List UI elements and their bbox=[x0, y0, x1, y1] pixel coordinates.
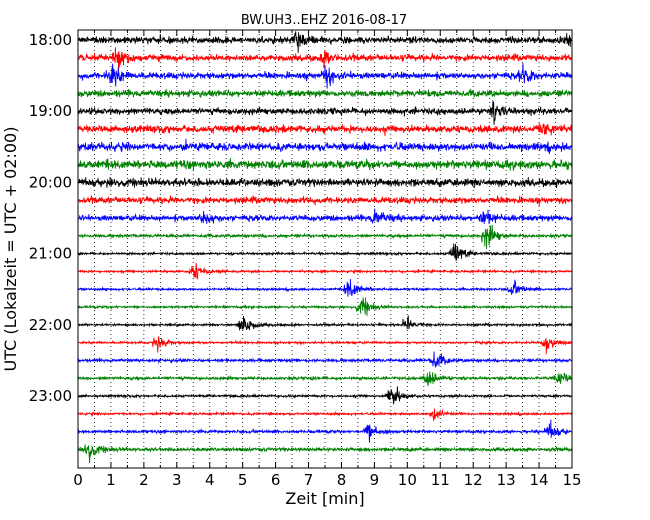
trace-2230 bbox=[77, 351, 573, 368]
trace-2115 bbox=[77, 262, 573, 280]
trace-1915 bbox=[77, 122, 573, 137]
x-tick-label: 3 bbox=[172, 471, 182, 489]
trace-1900 bbox=[77, 100, 573, 125]
x-tick-label: 13 bbox=[497, 471, 516, 489]
trace-1945 bbox=[77, 158, 573, 172]
x-axis-label: Zeit [min] bbox=[285, 489, 364, 508]
chart-title: BW.UH3..EHZ 2016-08-17 bbox=[241, 13, 407, 28]
trace-1800 bbox=[77, 31, 573, 53]
trace-2045 bbox=[77, 224, 573, 250]
x-tick-label: 1 bbox=[106, 471, 116, 489]
trace-1930 bbox=[77, 138, 573, 155]
trace-2015 bbox=[77, 195, 573, 206]
trace-1845 bbox=[77, 88, 573, 98]
x-tick-label: 15 bbox=[562, 471, 581, 489]
trace-group bbox=[77, 31, 573, 464]
trace-2145 bbox=[77, 297, 573, 316]
trace-2000 bbox=[77, 176, 573, 189]
x-axis: 0 1 2 3 4 5 6 7 8 9 10 11 12 13 14 15 bbox=[73, 30, 582, 489]
x-tick-label: 4 bbox=[205, 471, 215, 489]
x-tick-label: 7 bbox=[304, 471, 314, 489]
y-axis: 18:00 19:00 20:00 21:00 22:00 23:00 bbox=[29, 31, 572, 405]
x-tick-label: 5 bbox=[238, 471, 248, 489]
x-tick-label: 0 bbox=[73, 471, 83, 489]
x-tick-label: 10 bbox=[398, 471, 417, 489]
trace-2345 bbox=[77, 444, 573, 464]
trace-2130 bbox=[77, 278, 573, 297]
trace-2330 bbox=[77, 419, 573, 443]
trace-2315 bbox=[77, 408, 573, 421]
y-tick-label: 22:00 bbox=[29, 316, 72, 334]
trace-1830 bbox=[77, 63, 573, 89]
y-tick-label: 23:00 bbox=[29, 387, 72, 405]
x-tick-label: 2 bbox=[139, 471, 149, 489]
y-tick-label: 21:00 bbox=[29, 245, 72, 263]
y-tick-label: 18:00 bbox=[29, 31, 72, 49]
y-axis-label: UTC (Lokalzeit = UTC + 02:00) bbox=[1, 127, 20, 372]
trace-2200 bbox=[77, 314, 573, 331]
y-tick-label: 20:00 bbox=[29, 173, 72, 191]
x-tick-label: 14 bbox=[530, 471, 549, 489]
x-tick-label: 9 bbox=[370, 471, 380, 489]
x-tick-label: 12 bbox=[464, 471, 483, 489]
trace-2030 bbox=[77, 208, 573, 224]
x-tick-label: 8 bbox=[337, 471, 347, 489]
trace-2300 bbox=[77, 386, 573, 405]
y-tick-label: 19:00 bbox=[29, 102, 72, 120]
x-tick-label: 6 bbox=[271, 471, 281, 489]
trace-2215 bbox=[77, 336, 573, 355]
x-tick-label: 11 bbox=[431, 471, 450, 489]
trace-2100 bbox=[77, 243, 573, 261]
trace-2245 bbox=[77, 371, 573, 387]
trace-1815 bbox=[77, 47, 573, 73]
